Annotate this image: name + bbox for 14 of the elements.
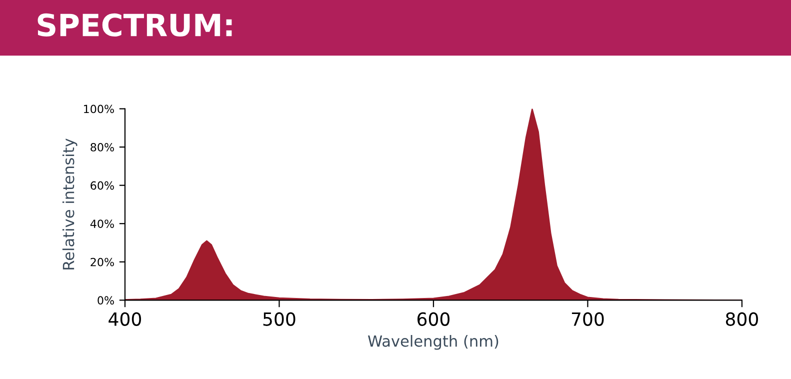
y-tick-label: 40% [90,220,114,228]
x-tick-label: 500 [263,312,296,326]
chart-title: SPECTRUM: [38,13,232,37]
x-tick-label: 600 [417,312,450,326]
y-tick-label: 20% [90,258,114,266]
y-tick-label: 60% [90,181,114,190]
y-tick-label: 100% [84,104,114,114]
x-tick-label: 700 [572,312,604,326]
x-tick-label: 400 [108,312,142,326]
x-tick-label: 800 [726,312,758,326]
x-axis-title: Wavelength (nm) [368,335,498,350]
y-tick-label: 80% [90,143,114,152]
y-axis-title: Relative intensity [62,138,78,270]
y-tick-label: 0% [98,296,114,305]
